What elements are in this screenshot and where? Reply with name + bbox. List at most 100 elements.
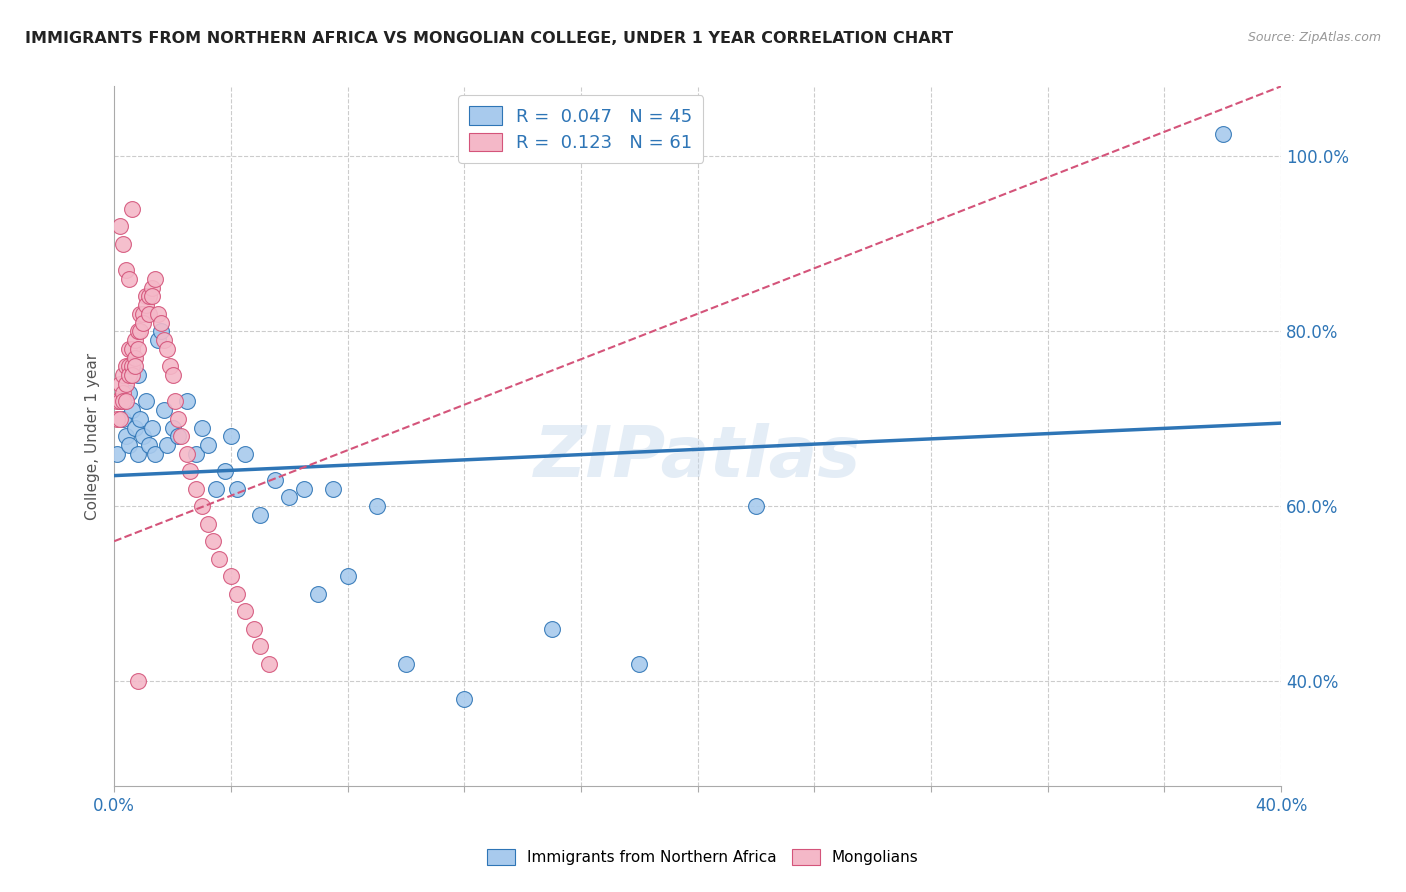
Point (162, 368, 184, 382)
Point (263, 473, 285, 487)
Point (336, 569, 359, 583)
Point (115, 429, 138, 443)
Point (121, 359, 143, 374)
Point (225, 587, 247, 601)
Point (138, 289, 160, 303)
Point (121, 403, 143, 417)
Point (108, 411, 131, 425)
Point (127, 674, 149, 689)
Point (628, 657, 651, 671)
Point (127, 447, 149, 461)
Point (152, 403, 174, 417)
Point (190, 500, 212, 514)
Point (176, 447, 198, 461)
Point (111, 394, 134, 409)
Point (111, 411, 134, 425)
Point (162, 420, 184, 434)
Point (197, 516, 219, 531)
Point (118, 272, 141, 286)
Point (453, 691, 475, 706)
Point (127, 368, 149, 382)
Point (165, 394, 187, 409)
Point (129, 324, 152, 338)
Point (108, 219, 131, 234)
Point (115, 376, 138, 391)
Point (156, 342, 179, 356)
Point (395, 657, 418, 671)
Point (115, 359, 138, 374)
Point (138, 307, 160, 321)
Point (149, 324, 172, 338)
Point (202, 534, 225, 549)
Point (184, 447, 207, 461)
Point (141, 420, 163, 434)
Point (127, 324, 149, 338)
Point (257, 657, 280, 671)
Point (121, 202, 143, 216)
Point (205, 482, 228, 496)
Point (278, 491, 301, 505)
Text: ZIPatlas: ZIPatlas (534, 423, 862, 491)
Point (135, 289, 157, 303)
Y-axis label: College, Under 1 year: College, Under 1 year (86, 352, 100, 520)
Legend: R =  0.047   N = 45, R =  0.123   N = 61: R = 0.047 N = 45, R = 0.123 N = 61 (458, 95, 703, 163)
Point (124, 351, 146, 365)
Point (143, 272, 166, 286)
Point (170, 429, 193, 443)
Point (322, 482, 344, 496)
Point (124, 359, 146, 374)
Point (118, 359, 141, 374)
Point (115, 263, 138, 277)
Point (124, 333, 146, 347)
Point (146, 333, 169, 347)
Point (118, 438, 141, 452)
Point (167, 429, 190, 443)
Point (197, 438, 219, 452)
Point (111, 385, 134, 400)
Point (129, 411, 152, 425)
Text: Source: ZipAtlas.com: Source: ZipAtlas.com (1247, 31, 1381, 45)
Point (243, 622, 266, 636)
Point (149, 316, 172, 330)
Point (184, 482, 207, 496)
Point (159, 359, 181, 374)
Point (219, 429, 242, 443)
Point (124, 420, 146, 434)
Point (141, 280, 163, 294)
Point (307, 587, 329, 601)
Point (292, 482, 315, 496)
Text: IMMIGRANTS FROM NORTHERN AFRICA VS MONGOLIAN COLLEGE, UNDER 1 YEAR CORRELATION C: IMMIGRANTS FROM NORTHERN AFRICA VS MONGO… (25, 31, 953, 46)
Point (132, 429, 155, 443)
Point (249, 639, 271, 653)
Point (105, 411, 128, 425)
Legend: Immigrants from Northern Africa, Mongolians: Immigrants from Northern Africa, Mongoli… (481, 843, 925, 871)
Point (141, 289, 163, 303)
Point (745, 500, 768, 514)
Point (235, 447, 257, 461)
Point (135, 394, 157, 409)
Point (235, 604, 257, 618)
Point (143, 447, 166, 461)
Point (118, 385, 141, 400)
Point (138, 438, 160, 452)
Point (167, 411, 190, 425)
Point (208, 551, 231, 566)
Point (132, 316, 155, 330)
Point (249, 508, 271, 522)
Point (366, 500, 388, 514)
Point (127, 342, 149, 356)
Point (111, 236, 134, 251)
Point (214, 464, 236, 478)
Point (219, 569, 242, 583)
Point (108, 394, 131, 409)
Point (1212, 128, 1234, 142)
Point (108, 376, 131, 391)
Point (156, 438, 179, 452)
Point (179, 464, 201, 478)
Point (121, 368, 143, 382)
Point (135, 298, 157, 312)
Point (146, 307, 169, 321)
Point (115, 394, 138, 409)
Point (132, 307, 155, 321)
Point (129, 307, 152, 321)
